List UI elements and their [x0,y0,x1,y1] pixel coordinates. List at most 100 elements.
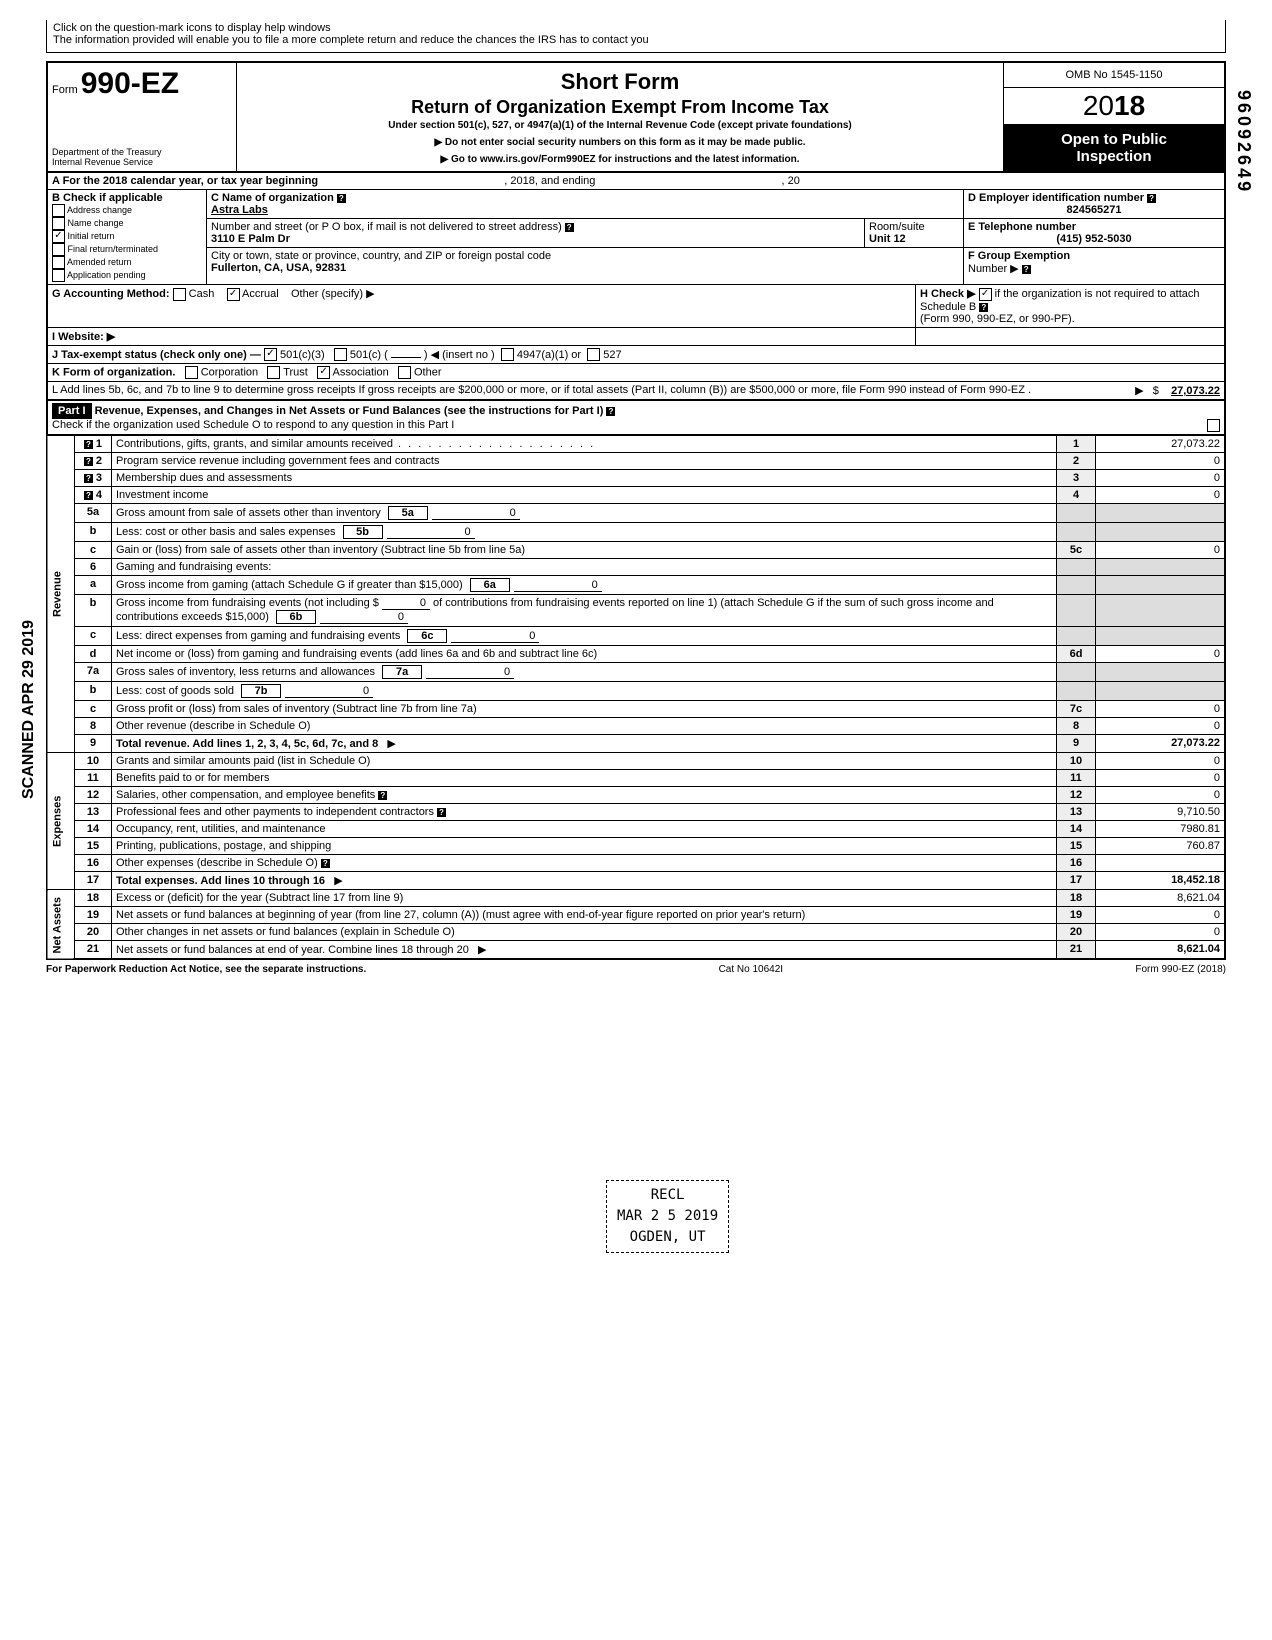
g-accrual: Accrual [242,288,279,300]
g-label: G Accounting Method: [52,288,170,300]
b-opt-checkbox[interactable] [52,243,65,256]
g-other: Other (specify) ▶ [291,288,375,300]
section-i: I Website: ▶ [48,328,916,345]
b-opt-label: Initial return [68,231,115,241]
b-opt-checkbox[interactable] [52,230,65,243]
form-number: 990-EZ [81,67,179,100]
b-opt-label: Amended return [67,257,132,267]
org-room: Unit 12 [869,233,906,245]
part1-title: Revenue, Expenses, and Changes in Net As… [95,405,604,417]
accrual-checkbox[interactable] [227,288,240,301]
j-insert: ) ◀ (insert no ) [424,349,495,361]
b-opt-checkbox[interactable] [52,256,65,269]
j-501c3-checkbox[interactable] [264,348,277,361]
top-note-line1: Click on the question-mark icons to disp… [53,22,1219,34]
help-icon[interactable]: ? [337,194,346,203]
open-to-public-badge: Open to Public Inspection [1004,125,1224,171]
year-digits: 18 [1114,90,1145,121]
b-opt-label: Address change [67,205,132,215]
g-cash: Cash [189,288,215,300]
k-corp-checkbox[interactable] [185,366,198,379]
form-label: Form [52,84,78,96]
tax-year: 2018 [1004,88,1224,125]
stamp-date: MAR 2 5 2019 [617,1206,718,1227]
k-assoc: Association [332,367,388,379]
org-city: Fullerton, CA, USA, 92831 [211,262,346,274]
k-trust: Trust [283,367,308,379]
j-4947: 4947(a)(1) or [517,349,581,361]
expenses-tab: Expenses [47,753,75,890]
section-c: C Name of organization ? Astra Labs Numb… [207,190,964,284]
year-prefix: 20 [1083,90,1114,121]
f-label: F Group Exemption [968,250,1070,262]
k-corp: Corporation [201,367,258,379]
help-icon[interactable]: ? [606,407,615,416]
h-checkbox[interactable] [979,288,992,301]
line-a-mid: , 2018, and ending [504,175,595,187]
b-opt-checkbox[interactable] [52,217,65,230]
dept-irs: Internal Revenue Service [52,157,232,167]
e-label: E Telephone number [968,221,1076,233]
help-icon[interactable]: ? [1022,265,1031,274]
footer-cat: Cat No 10642I [719,964,784,975]
b-opt-checkbox[interactable] [52,204,65,217]
h-sub: (Form 990, 990-EZ, or 990-PF). [920,313,1075,325]
org-name: Astra Labs [211,204,268,216]
j-label: J Tax-exempt status (check only one) — [52,349,261,361]
section-b: B Check if applicable Address change Nam… [48,190,207,284]
c-name-label: C Name of organization [211,192,334,204]
l-text: L Add lines 5b, 6c, and 7b to line 9 to … [52,384,1031,396]
revenue-tab: Revenue [47,436,75,753]
j-501c: 501(c) ( [350,349,388,361]
dln-side-code: 96092649 [1233,90,1254,194]
section-def: D Employer identification number ? 82456… [964,190,1224,284]
omb-number: OMB No 1545-1150 [1004,63,1224,88]
received-stamp: RECL MAR 2 5 2019 OGDEN, UT [606,1180,729,1253]
open-public-2: Inspection [1010,148,1218,165]
part1-table: Revenue ? 1 Contributions, gifts, grants… [46,435,1226,960]
line-a: A For the 2018 calendar year, or tax yea… [48,173,1224,189]
form-number-block: Form 990-EZ [52,67,232,101]
i-label: I Website: ▶ [52,331,115,343]
section-g: G Accounting Method: Cash Accrual Other … [48,285,916,327]
h-label: H Check ▶ [920,288,976,300]
f-number-label: Number ▶ [968,263,1019,275]
form-title-long: Return of Organization Exempt From Incom… [245,97,995,118]
form-title-short: Short Form [245,69,995,95]
j-4947-checkbox[interactable] [501,348,514,361]
part1-check[interactable] [1207,419,1220,432]
part1-check-text: Check if the organization used Schedule … [52,419,454,431]
k-other: Other [414,367,442,379]
cash-checkbox[interactable] [173,288,186,301]
room-label: Room/suite [869,221,925,233]
k-assoc-checkbox[interactable] [317,366,330,379]
h-continued [916,328,1224,345]
scanned-stamp: SCANNED APR 29 2019 [20,620,38,799]
top-note-line2: The information provided will enable you… [53,34,1219,46]
help-icon[interactable]: ? [979,303,988,312]
page-footer: For Paperwork Reduction Act Notice, see … [46,960,1226,979]
section-l: L Add lines 5b, 6c, and 7b to line 9 to … [48,382,1224,399]
help-icon[interactable]: ? [1147,194,1156,203]
l-amount: 27,073.22 [1171,385,1220,397]
d-label: D Employer identification number [968,192,1144,204]
k-label: K Form of organization. [52,367,175,379]
line-a-end: , 20 [782,175,800,187]
k-trust-checkbox[interactable] [267,366,280,379]
footer-form: Form 990-EZ (2018) [1135,964,1226,975]
open-public-1: Open to Public [1010,131,1218,148]
b-label: B Check if applicable [52,192,202,204]
org-street: 3110 E Palm Dr [211,233,290,245]
section-j: J Tax-exempt status (check only one) — 5… [48,346,1224,364]
b-opt-label: Name change [68,218,124,228]
b-opt-checkbox[interactable] [52,269,65,282]
stamp-recd: RECL [617,1185,718,1206]
line-a-label: A For the 2018 calendar year, or tax yea… [52,175,318,187]
phone-value: (415) 952-5030 [968,233,1220,245]
help-icon[interactable]: ? [565,223,574,232]
b-opt-label: Application pending [67,270,146,280]
dept-treasury: Department of the Treasury [52,147,232,157]
j-501c-checkbox[interactable] [334,348,347,361]
k-other-checkbox[interactable] [398,366,411,379]
j-527-checkbox[interactable] [587,348,600,361]
